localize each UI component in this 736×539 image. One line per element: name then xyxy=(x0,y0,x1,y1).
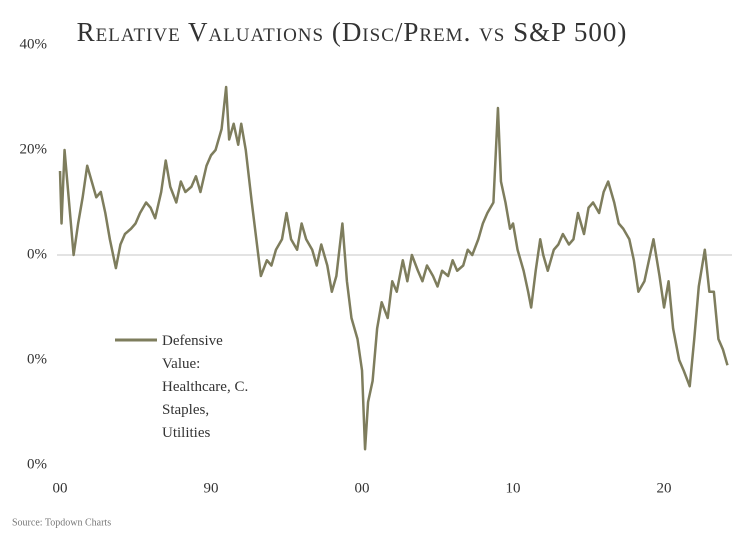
y-tick-label: 0% xyxy=(27,246,47,262)
x-tick-label: 20 xyxy=(657,480,672,496)
y-tick-label: 0% xyxy=(27,456,47,472)
y-tick-label: 0% xyxy=(27,351,47,367)
series-line xyxy=(58,85,729,451)
x-tick-label: 00 xyxy=(355,480,370,496)
chart-title: Relative Valuations (Disc/Prem. vs S&P 5… xyxy=(77,17,628,47)
x-tick-label: 00 xyxy=(53,480,68,496)
source: Source: Topdown Charts xyxy=(12,517,111,528)
y-tick-label: 40% xyxy=(20,36,48,52)
x-tick-label: 10 xyxy=(506,480,521,496)
y-tick-label: 20% xyxy=(20,141,48,157)
x-tick-label: 90 xyxy=(204,480,219,496)
legend-label: Defensive Value: Healthcare, C. Staples,… xyxy=(162,333,249,441)
